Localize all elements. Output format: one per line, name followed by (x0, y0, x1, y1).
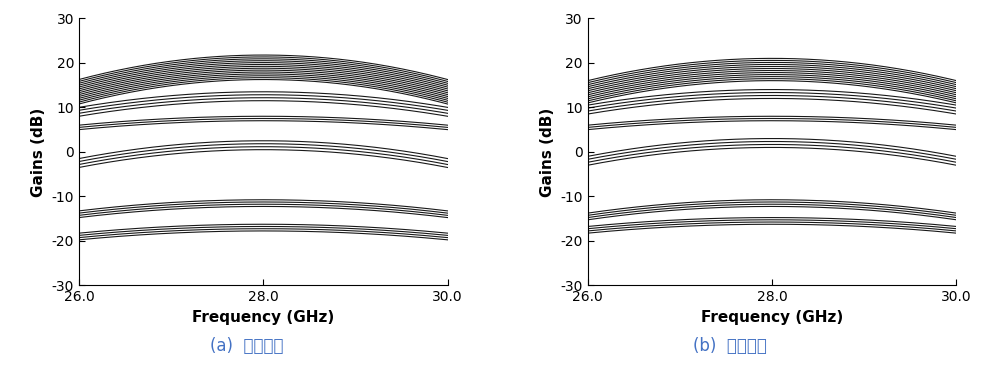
X-axis label: Frequency (GHz): Frequency (GHz) (192, 310, 334, 325)
Text: (b)  수신모드: (b) 수신모드 (693, 337, 766, 355)
Y-axis label: Gains (dB): Gains (dB) (31, 107, 46, 197)
Y-axis label: Gains (dB): Gains (dB) (539, 107, 555, 197)
Text: (a)  송신모드: (a) 송신모드 (210, 337, 283, 355)
X-axis label: Frequency (GHz): Frequency (GHz) (701, 310, 843, 325)
